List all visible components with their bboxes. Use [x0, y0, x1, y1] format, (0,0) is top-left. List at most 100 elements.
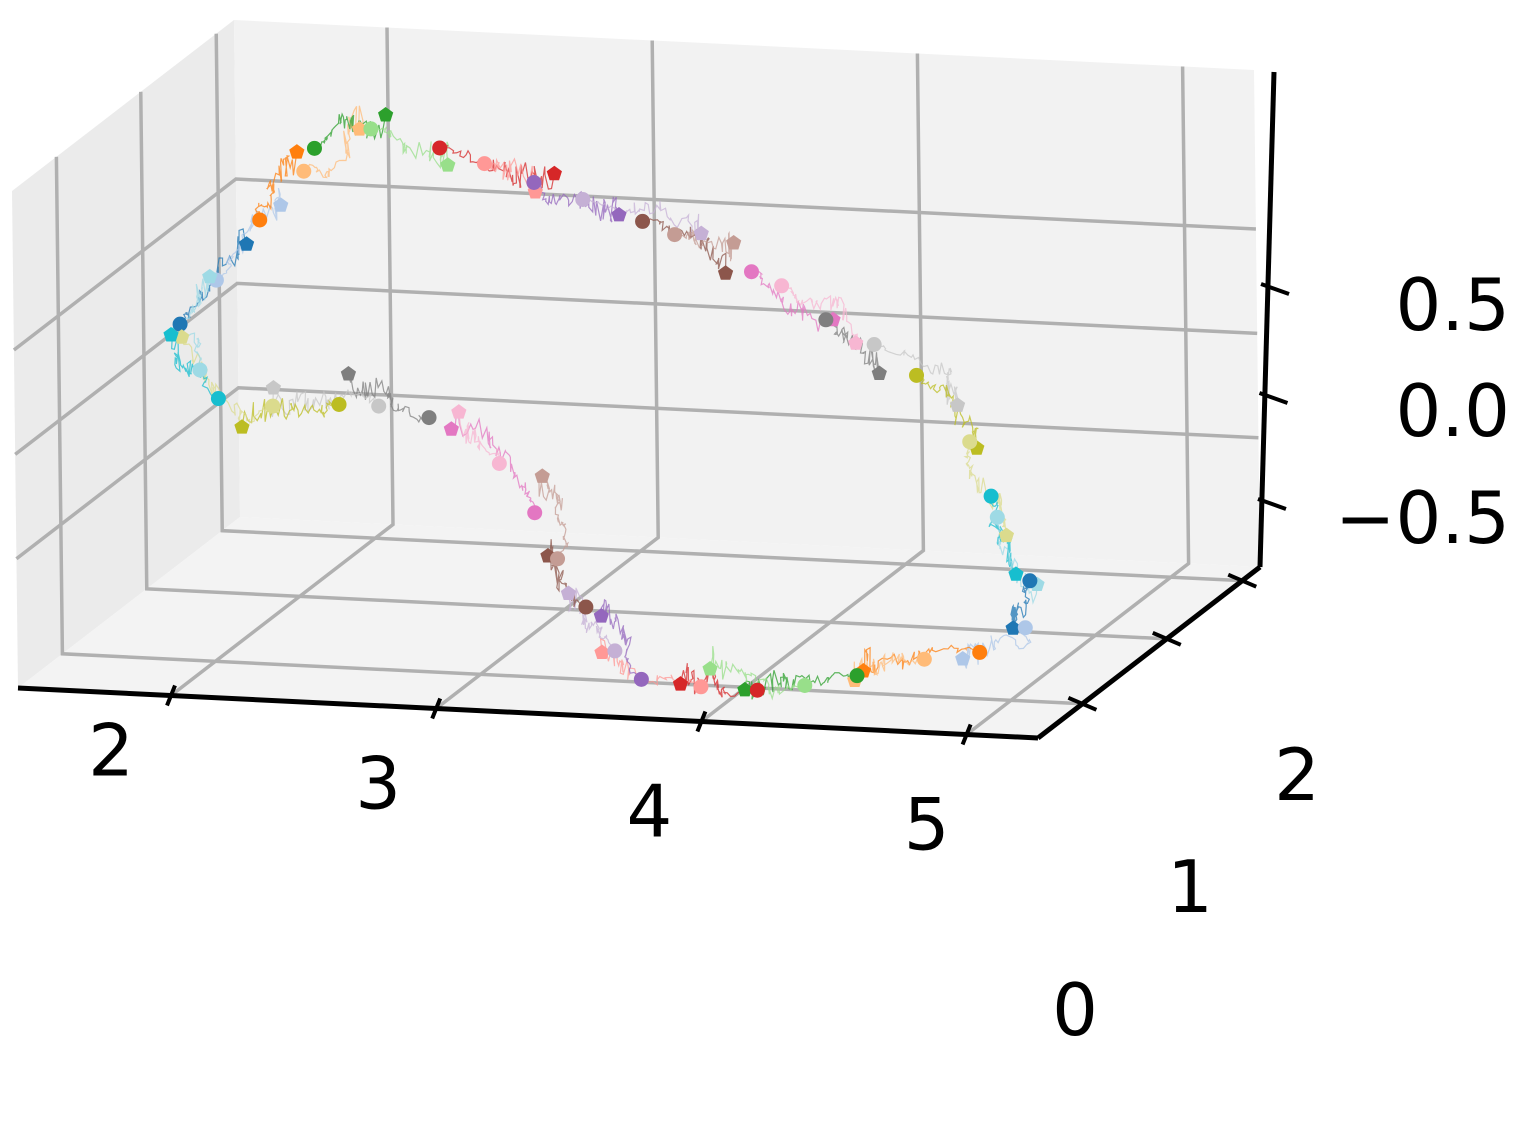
trajectory-path: [347, 370, 430, 424]
trajectory-path: [538, 471, 569, 560]
x-gridline: [435, 40, 660, 710]
trajectory-end-marker: [1005, 620, 1021, 635]
x-gridline: [700, 53, 926, 723]
trajectory-start-marker: [797, 677, 813, 693]
trajectory-path: [170, 325, 219, 400]
trajectory-start-marker: [210, 391, 226, 407]
trajectory-path: [709, 646, 805, 701]
y-tick-label: 0: [1052, 968, 1098, 1052]
trajectory-start-marker: [774, 278, 790, 294]
trajectory-start-marker: [371, 398, 387, 414]
x-tick-label: 5: [904, 783, 950, 867]
trajectory-start-marker: [296, 163, 312, 179]
x-tick: [695, 710, 708, 733]
trajectory-end-marker: [351, 121, 368, 136]
trajectory-start-marker: [667, 227, 683, 243]
trajectory-start-marker: [331, 396, 347, 412]
trajectory-end-marker: [265, 380, 282, 395]
trajectory-start-marker: [491, 456, 507, 472]
trajectory-end-marker: [702, 661, 718, 676]
trajectory-start-marker: [909, 367, 925, 383]
trajectory-start-marker: [693, 679, 709, 695]
trajectory-end-marker: [1008, 566, 1024, 581]
trajectory-start-marker: [916, 651, 932, 667]
trajectory-path: [254, 152, 298, 221]
z-tick: [1258, 391, 1289, 405]
trajectory-start-marker: [476, 156, 492, 172]
trajectory-start-marker: [743, 264, 759, 280]
trajectory-end-marker: [163, 326, 179, 342]
z-gridline: [14, 281, 1258, 456]
left-pane: [12, 20, 240, 688]
trajectory-path: [582, 198, 702, 241]
trajectory-markers: [163, 107, 1045, 698]
trajectory-start-marker: [172, 316, 188, 332]
trajectory-start-marker: [818, 312, 834, 328]
x-tick: [960, 723, 973, 746]
trajectory-start-marker: [363, 121, 379, 137]
trajectory-start-marker: [306, 140, 322, 156]
z-gridline: [15, 386, 1259, 561]
trajectory-start-marker: [432, 140, 448, 156]
axes: [17, 71, 1290, 746]
trajectory-path: [751, 268, 834, 332]
z-tick-label: 0.5: [1395, 263, 1510, 347]
trajectory-end-marker: [238, 236, 255, 251]
trajectory-end-marker: [848, 335, 864, 350]
trajectory-start-marker: [607, 643, 623, 659]
trajectory-end-marker: [443, 421, 459, 436]
trajectory-end-marker: [202, 268, 218, 284]
trajectory-path: [916, 374, 979, 449]
y-tick: [1151, 630, 1182, 647]
trajectory-path: [533, 180, 620, 223]
trajectory-end-marker: [546, 165, 562, 181]
trajectory-end-marker: [340, 366, 357, 381]
trajectory-start-marker: [527, 505, 543, 521]
trajectory-end-marker: [693, 225, 709, 241]
trajectory-path: [600, 598, 642, 682]
trajectory-start-marker: [252, 212, 268, 228]
trajectory-path: [873, 344, 960, 406]
trajectory-start-marker: [989, 509, 1005, 525]
trajectory-end-marker: [451, 404, 467, 419]
trajectory-end-marker: [998, 527, 1015, 543]
z-gridline: [12, 177, 1257, 352]
trajectory-path: [271, 388, 379, 418]
x-tick-label: 3: [355, 742, 401, 826]
z-tick-label: −0.5: [1335, 476, 1510, 560]
trajectory-start-marker: [526, 174, 542, 190]
trajectory-end-marker: [440, 157, 456, 172]
trajectory-start-marker: [633, 671, 649, 687]
z-tick: [1257, 497, 1287, 511]
x-tick: [430, 697, 443, 720]
trajectory-end-marker: [560, 585, 577, 600]
trajectory-path: [963, 441, 1008, 536]
trajectory-end-marker: [234, 419, 250, 434]
trajectory-start-marker: [192, 362, 208, 378]
trajectory-start-marker: [972, 644, 988, 660]
trajectory-end-marker: [611, 206, 627, 222]
trajectory-end-marker: [289, 144, 305, 159]
trajectory-path: [567, 587, 615, 652]
trajectory-path: [180, 276, 211, 371]
trajectory-start-marker: [578, 599, 594, 615]
trajectory-path: [673, 229, 736, 262]
trajectory-path: [451, 411, 538, 514]
x-tick: [165, 684, 177, 707]
trajectory-end-marker: [949, 397, 966, 412]
trajectory-start-marker: [866, 337, 882, 353]
z-tick-label: 0.0: [1395, 369, 1510, 453]
trajectory-end-marker: [672, 676, 689, 691]
x-axis-line: [17, 685, 1039, 741]
trajectory-start-marker: [1022, 573, 1038, 589]
y-tick-label: 2: [1274, 733, 1320, 817]
trajectory-path: [241, 398, 341, 428]
trajectory-start-marker: [575, 191, 591, 207]
trajectory-path: [458, 412, 503, 466]
trajectory-start-marker: [749, 682, 765, 698]
trajectory-path: [781, 284, 858, 347]
trajectory-end-marker: [593, 608, 609, 623]
y-tick: [1227, 572, 1258, 589]
